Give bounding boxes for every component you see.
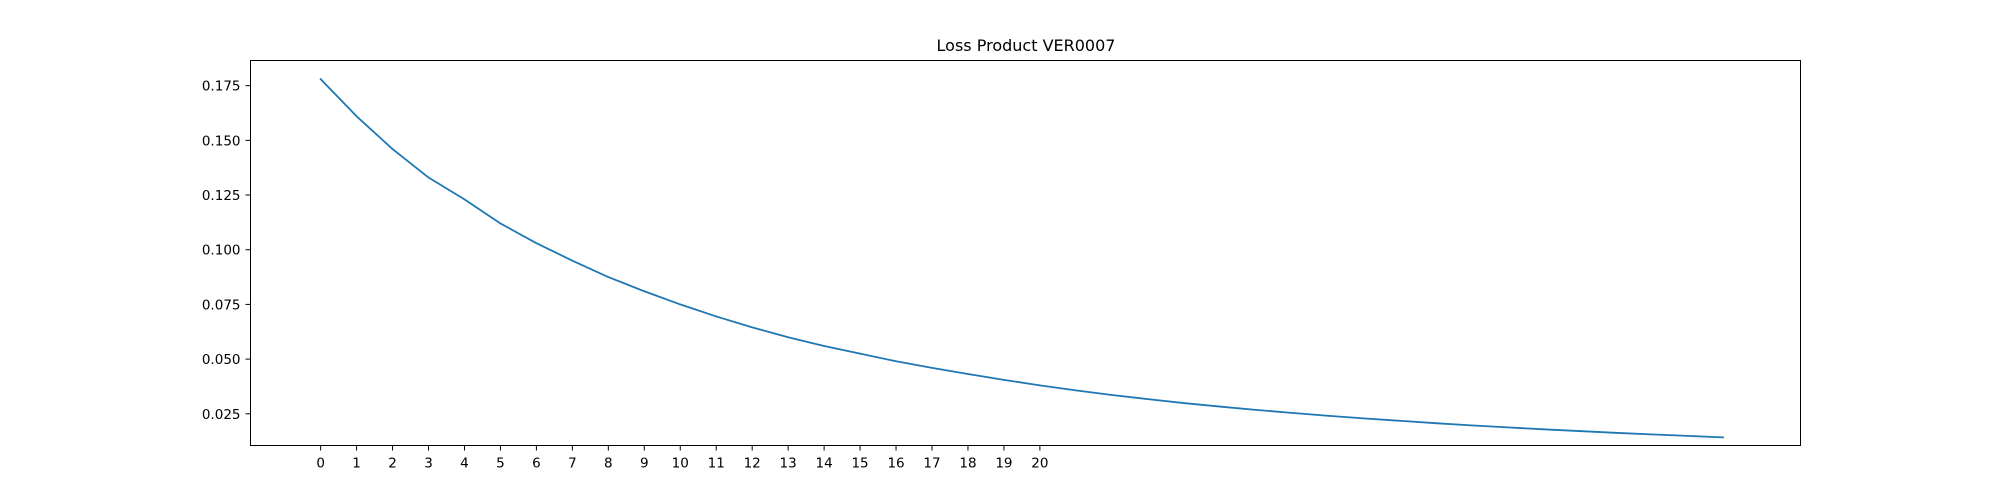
data-point: [1614, 431, 1617, 434]
x-tick-label: 15: [851, 456, 868, 472]
x-axis: 0 1 2 3 4 5 6 7 8 9 10 11 12 13 14 15 16 17 18 19 20: [316, 445, 1048, 472]
x-tick-label: 4: [460, 456, 469, 472]
y-tick-label: 0.150: [202, 133, 241, 149]
x-tick-label: 16: [887, 456, 904, 472]
data-point: [1326, 414, 1329, 417]
data-point: [1722, 436, 1725, 439]
data-point: [427, 176, 430, 179]
x-tick-label: 2: [388, 456, 397, 472]
data-point: [1074, 389, 1077, 392]
data-point: [1110, 394, 1113, 396]
data-point: [319, 78, 322, 80]
data-point: [1650, 433, 1653, 436]
data-point: [823, 345, 826, 347]
data-point: [1362, 417, 1365, 420]
series-line: [319, 78, 1725, 439]
data-point: [1038, 384, 1041, 387]
x-tick-label: 18: [959, 456, 976, 472]
data-point: [787, 336, 790, 339]
data-point: [571, 259, 574, 262]
plot-area: [250, 60, 1801, 446]
data-point: [607, 276, 610, 278]
x-tick-label: 20: [1031, 456, 1048, 472]
data-point: [1506, 426, 1509, 429]
data-point: [1003, 378, 1005, 381]
y-axis: 0.025 0.050 0.075 0.100 0.125 0.150 0.175: [202, 79, 251, 423]
data-point: [1434, 422, 1437, 425]
x-tick-label: 11: [708, 456, 725, 472]
data-point: [1542, 428, 1545, 431]
data-point: [679, 303, 682, 306]
data-point: [391, 148, 394, 150]
data-point: [535, 242, 538, 245]
data-point: [1398, 419, 1401, 422]
y-tick-label: 0.075: [202, 297, 241, 313]
data-point: [1290, 412, 1293, 414]
y-tick-label: 0.025: [202, 407, 241, 423]
x-tick-label: 12: [744, 456, 761, 472]
y-tick-label: 0.175: [202, 79, 241, 95]
x-tick-label: 9: [640, 456, 649, 472]
data-point: [1254, 408, 1257, 411]
data-point: [1182, 402, 1185, 404]
data-point: [1218, 405, 1221, 408]
x-tick-label: 8: [604, 456, 613, 472]
data-point: [967, 373, 969, 375]
data-point: [499, 222, 502, 225]
x-tick-label: 3: [424, 456, 433, 472]
series-layer: [319, 78, 1725, 439]
x-tick-label: 5: [496, 456, 505, 472]
data-point: [715, 315, 718, 318]
data-point: [1470, 424, 1473, 427]
data-point: [1146, 398, 1149, 401]
data-point: [751, 326, 754, 329]
data-point: [1578, 430, 1581, 432]
y-tick-label: 0.125: [202, 188, 241, 204]
x-tick-label: 0: [316, 456, 325, 472]
chart-title: Loss Product VER0007: [937, 36, 1116, 55]
data-point: [1686, 434, 1689, 437]
data-point: [643, 290, 646, 293]
data-point: [355, 115, 358, 118]
data-point: [859, 352, 861, 355]
x-tick-label: 14: [816, 456, 833, 472]
x-tick-label: 13: [780, 456, 797, 472]
x-tick-label: 17: [923, 456, 940, 472]
x-tick-label: 10: [672, 456, 689, 472]
y-tick-label: 0.100: [202, 243, 241, 259]
data-point: [931, 366, 933, 369]
data-point: [895, 360, 897, 363]
x-tick-label: 19: [995, 456, 1012, 472]
x-tick-label: 7: [568, 456, 577, 472]
data-point: [463, 198, 466, 201]
y-tick-label: 0.050: [202, 352, 241, 368]
x-tick-label: 1: [352, 456, 361, 472]
x-tick-label: 6: [532, 456, 541, 472]
